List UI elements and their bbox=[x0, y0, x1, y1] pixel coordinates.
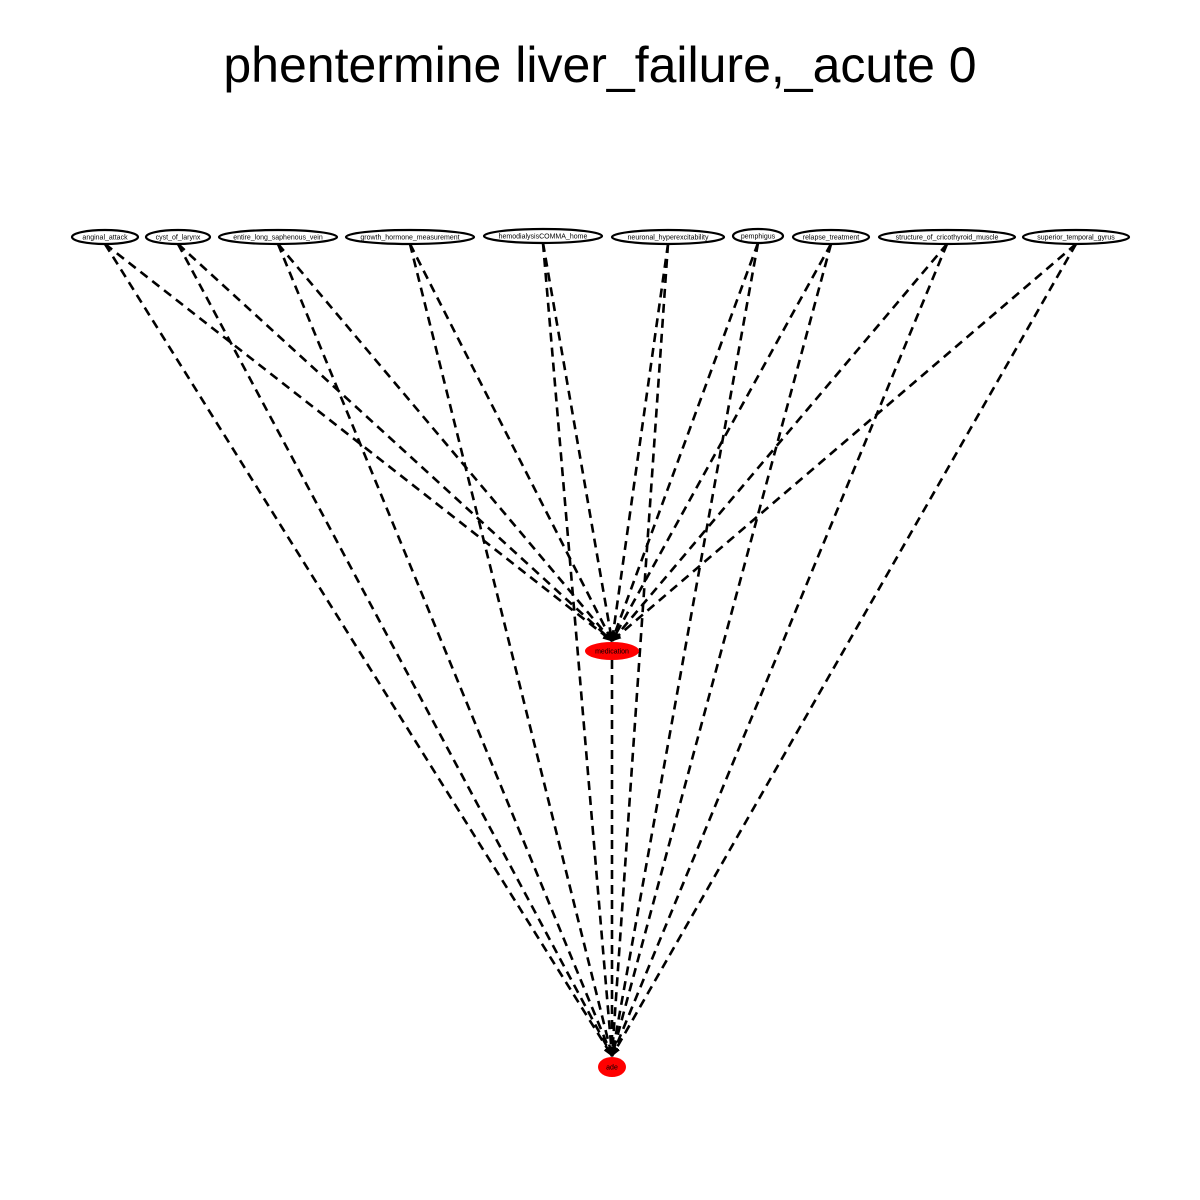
node-label-anginal_attack: anginal_attack bbox=[82, 235, 128, 242]
edge-hemodialysisCOMMA_home-to-medication bbox=[541, 242, 615, 642]
edge-entire_long_saphenous_vein-to-ade bbox=[276, 243, 614, 1057]
edge-structure_of_cricothyroid_muscle-to-medication bbox=[611, 243, 948, 642]
node-label-cyst_of_larynx: cyst_of_larynx bbox=[156, 235, 201, 242]
node-shape-growth_hormone_measurement bbox=[344, 228, 476, 246]
node-shape-pemphigus bbox=[731, 227, 785, 245]
edge-neuronal_hyperexcitability-to-medication bbox=[609, 243, 670, 642]
node-shape-entire_long_saphenous_vein bbox=[217, 228, 339, 246]
node-medication: medication bbox=[585, 642, 639, 660]
edges-layer bbox=[103, 242, 1078, 1057]
edge-relapse_treatment-to-ade bbox=[610, 243, 833, 1057]
edge-pemphigus-to-ade bbox=[609, 242, 760, 1057]
node-shape-relapse_treatment bbox=[791, 228, 871, 246]
edge-anginal_attack-to-ade bbox=[103, 243, 614, 1057]
node-shape-superior_temporal_gyrus bbox=[1021, 228, 1131, 246]
node-shape-medication bbox=[585, 642, 639, 660]
edge-growth_hormone_measurement-to-medication bbox=[408, 243, 614, 642]
node-shape-cyst_of_larynx bbox=[144, 228, 212, 246]
node-shape-ade bbox=[598, 1057, 626, 1077]
diagram-title: phentermine liver_failure,_acute 0 bbox=[223, 37, 977, 93]
node-relapse_treatment: relapse_treatment bbox=[791, 228, 871, 246]
node-label-hemodialysisCOMMA_home: hemodialysisCOMMA_home bbox=[499, 234, 588, 241]
edge-entire_long_saphenous_vein-to-medication bbox=[277, 243, 613, 642]
edge-pemphigus-to-medication bbox=[610, 242, 760, 642]
node-label-neuronal_hyperexcitability: neuronal_hyperexcitability bbox=[628, 235, 709, 242]
node-label-ade: ade bbox=[606, 1065, 618, 1072]
edge-cyst_of_larynx-to-medication bbox=[177, 243, 613, 642]
node-shape-anginal_attack bbox=[70, 228, 140, 246]
node-superior_temporal_gyrus: superior_temporal_gyrus bbox=[1021, 228, 1131, 246]
edge-superior_temporal_gyrus-to-ade bbox=[610, 243, 1078, 1057]
node-label-entire_long_saphenous_vein: entire_long_saphenous_vein bbox=[233, 235, 323, 242]
node-neuronal_hyperexcitability: neuronal_hyperexcitability bbox=[610, 228, 726, 246]
node-label-structure_of_cricothyroid_muscle: structure_of_cricothyroid_muscle bbox=[896, 235, 999, 242]
node-ade: ade bbox=[598, 1057, 626, 1077]
node-shape-hemodialysisCOMMA_home bbox=[482, 227, 604, 245]
node-label-medication: medication bbox=[595, 649, 629, 656]
edge-superior_temporal_gyrus-to-medication bbox=[611, 243, 1077, 642]
edge-neuronal_hyperexcitability-to-ade bbox=[608, 243, 670, 1057]
node-structure_of_cricothyroid_muscle: structure_of_cricothyroid_muscle bbox=[877, 228, 1017, 246]
node-label-pemphigus: pemphigus bbox=[741, 234, 776, 241]
node-anginal_attack: anginal_attack bbox=[70, 228, 140, 246]
node-pemphigus: pemphigus bbox=[731, 227, 785, 245]
node-entire_long_saphenous_vein: entire_long_saphenous_vein bbox=[217, 228, 339, 246]
edge-hemodialysisCOMMA_home-to-ade bbox=[541, 242, 616, 1057]
node-label-growth_hormone_measurement: growth_hormone_measurement bbox=[360, 235, 459, 242]
nodes-layer: anginal_attack cyst_of_larynx entire_long_… bbox=[70, 227, 1131, 1077]
node-shape-neuronal_hyperexcitability bbox=[610, 228, 726, 246]
edge-relapse_treatment-to-medication bbox=[610, 243, 833, 642]
node-cyst_of_larynx: cyst_of_larynx bbox=[144, 228, 212, 246]
node-label-superior_temporal_gyrus: superior_temporal_gyrus bbox=[1037, 235, 1115, 242]
node-label-relapse_treatment: relapse_treatment bbox=[803, 235, 859, 242]
node-shape-structure_of_cricothyroid_muscle bbox=[877, 228, 1017, 246]
node-growth_hormone_measurement: growth_hormone_measurement bbox=[344, 228, 476, 246]
edge-growth_hormone_measurement-to-ade bbox=[408, 243, 614, 1057]
edge-structure_of_cricothyroid_muscle-to-ade bbox=[610, 243, 949, 1057]
edge-cyst_of_larynx-to-ade bbox=[176, 243, 614, 1057]
node-hemodialysisCOMMA_home: hemodialysisCOMMA_home bbox=[482, 227, 604, 245]
